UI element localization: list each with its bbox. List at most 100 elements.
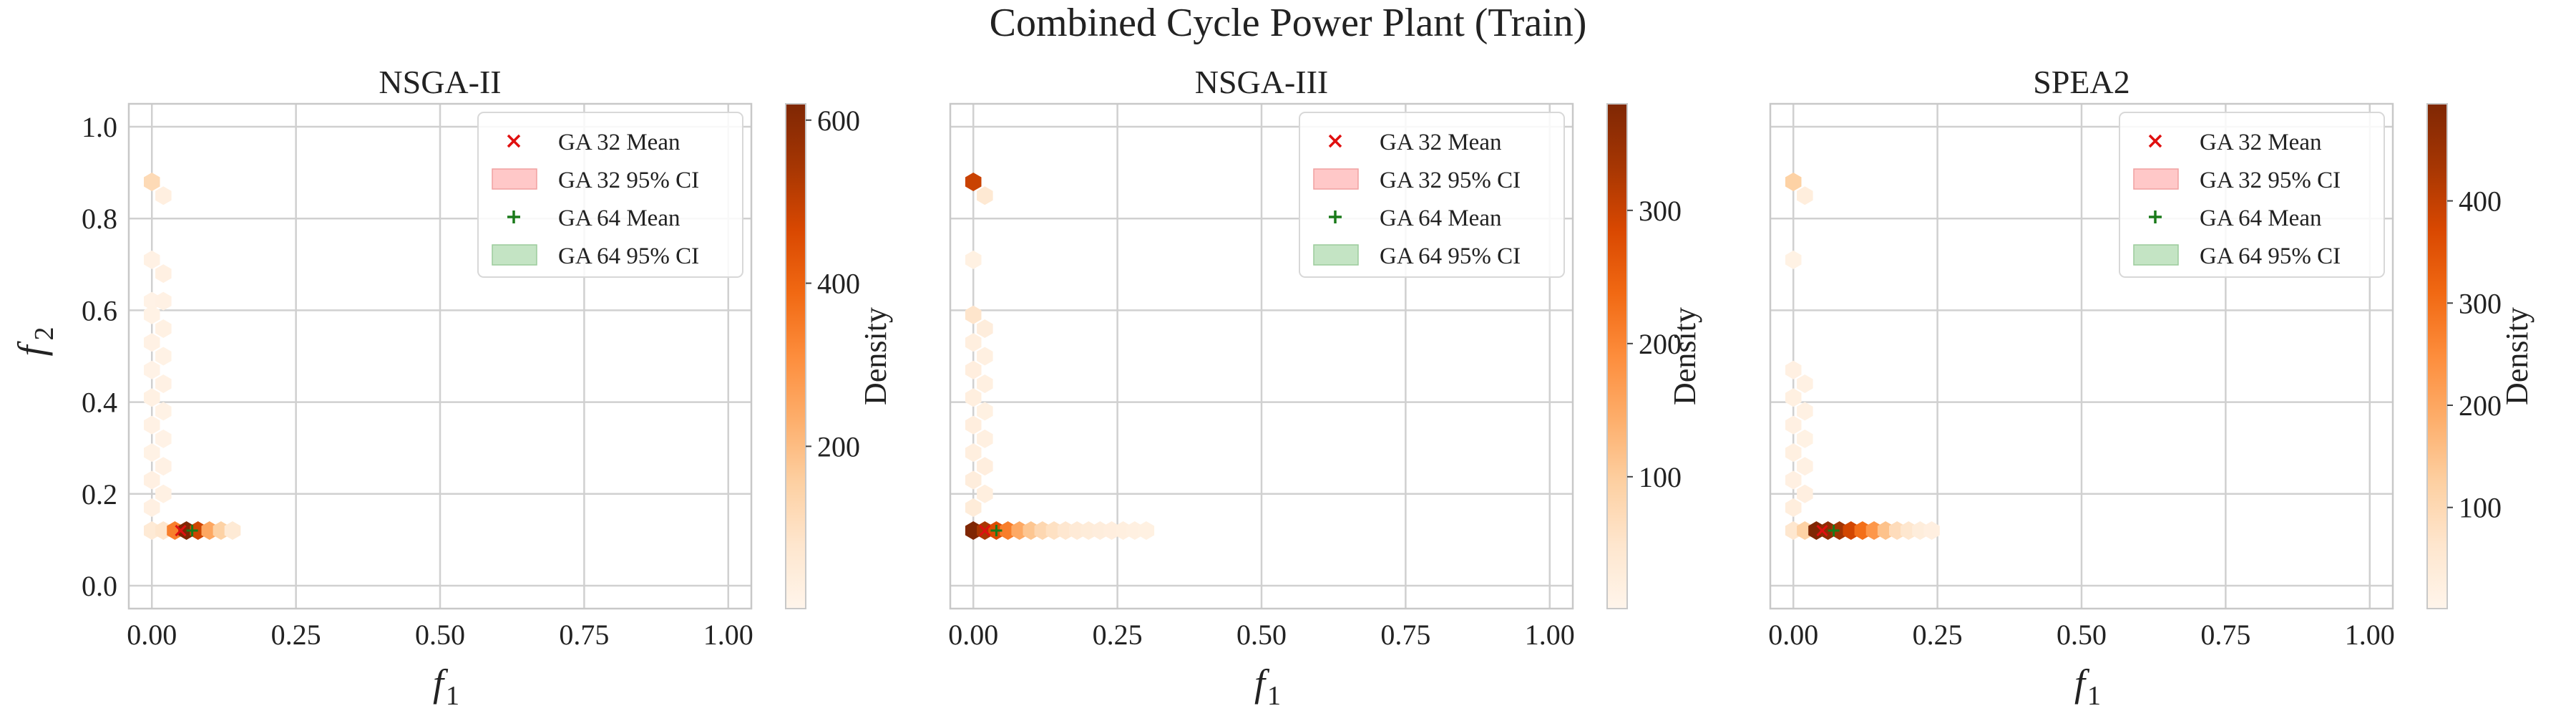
y-tick-label: 0.4 [82,387,117,419]
hex-cell [965,360,982,379]
hex-cell [977,347,993,366]
panel-title: NSGA-III [1195,64,1329,100]
legend-marker-ga32-mean [1328,134,1342,148]
hex-cell [977,429,993,448]
hex-cell [965,250,982,269]
x-axis-label-subscript: 1 [446,681,459,711]
hex-cell [965,470,982,490]
hex-cell [1785,360,1802,379]
x-tick-label: 1.00 [2345,619,2395,651]
hex-cell [1785,173,1802,191]
legend-marker-ga32-mean [507,134,521,148]
y-tick-label: 1.0 [82,111,117,143]
legend-label: GA 64 Mean [1380,205,1501,231]
x-tick-label: 1.00 [703,619,753,651]
hex-cell [977,402,993,421]
colorbar [2426,103,2448,609]
panel-0: NSGA-II 0.00 0.25 0.50 0.75 1.00 0.0 0.2 0.4 0.6 0… [10,64,893,711]
ga32-mean-stroke [1816,524,1828,537]
hex-cell [965,415,982,435]
legend-label: GA 32 95% CI [2200,168,2341,193]
hex-cell [144,415,160,435]
figure-title: Combined Cycle Power Plant (Train) [990,1,1587,45]
legend-box [1299,112,1565,278]
legend-marker-ga64-mean [1329,211,1342,223]
x-tick-label: 0.50 [2057,619,2107,651]
colorbar-label: Density [2499,307,2534,405]
hex-cell [1785,415,1802,435]
hex-cell [155,374,172,393]
x-tick-label: 0.00 [127,619,177,651]
hex-cell [155,402,172,421]
colorbar-tick-label: 200 [817,430,860,463]
ga64-mean-marker [990,525,1002,537]
x-tick-label: 0.25 [271,619,321,651]
legend-patch-ga32-ci [492,168,537,190]
hex-cell [1797,186,1813,205]
hex-cell [1797,429,1813,448]
hex-cell [224,521,241,540]
legend-marker-ga32-mean [2148,134,2162,148]
plot-frame [949,102,1574,610]
ga32-mean-stroke [979,524,991,537]
colorbar-tick-label: 300 [2459,287,2502,319]
plot-frame [127,102,753,610]
plot-frame [1769,102,2394,610]
legend-marker-stroke [1328,134,1342,148]
hex-cell [155,264,172,284]
legend-label: GA 64 Mean [2200,205,2321,231]
colorbar-tick-label: 200 [1639,328,1682,360]
y-axis-label: f [10,341,53,357]
hex-cell [155,319,172,338]
hex-cell [144,360,160,379]
ga64-mean-marker [186,525,198,537]
hex-cell [965,388,982,407]
x-tick-label: 0.00 [1768,619,1818,651]
hex-cell [965,305,982,324]
hex-cell [155,291,172,311]
hex-cell [144,173,160,191]
hex-cell [155,457,172,476]
hex-cell [1923,521,1940,540]
x-tick-label: 0.50 [1236,619,1287,651]
hex-cell [144,388,160,407]
hex-cell [1138,521,1155,540]
x-tick-label: 0.25 [1913,619,1963,651]
x-axis-label-subscript: 1 [2087,681,2101,711]
hex-cell [965,443,982,463]
legend-patch-ga32-ci [2133,168,2179,190]
panel-title: SPEA2 [2033,64,2129,100]
panels: NSGA-II 0.00 0.25 0.50 0.75 1.00 0.0 0.2 0.4 0.6 0… [10,64,2534,711]
legend-marker-ga64-mean [2149,211,2162,223]
colorbar [785,103,806,609]
legend-label: GA 32 95% CI [1380,168,1521,193]
legend-patch-ga64-ci [492,244,537,266]
colorbar-tick-label: 600 [817,105,860,137]
legend-label: GA 32 95% CI [558,168,699,193]
hex-cell [1785,498,1802,517]
x-tick-label: 0.50 [415,619,465,651]
colorbar-tick-label: 400 [2459,185,2502,218]
hex-cell [144,498,160,517]
legend-label: GA 64 Mean [558,205,680,231]
hex-cell [1797,484,1813,503]
y-tick-label: 0.2 [82,478,117,511]
hex-cell [155,484,172,503]
x-tick-label: 1.00 [1525,619,1575,651]
hex-cell [144,470,160,490]
legend-label: GA 32 Mean [1380,130,1501,155]
x-tick-label: 0.00 [948,619,998,651]
hex-cell [965,173,982,191]
legend-label: GA 32 Mean [558,130,680,155]
x-axis-label-subscript: 1 [1267,681,1281,711]
colorbar-label: Density [858,307,893,405]
legend-box [477,112,743,278]
colorbar-tick-label: 400 [817,268,860,300]
ga32-mean-marker [1816,524,1828,537]
hex-cell [155,186,172,205]
hex-cell [977,186,993,205]
x-tick-label: 0.75 [2200,619,2250,651]
hex-cell [155,429,172,448]
